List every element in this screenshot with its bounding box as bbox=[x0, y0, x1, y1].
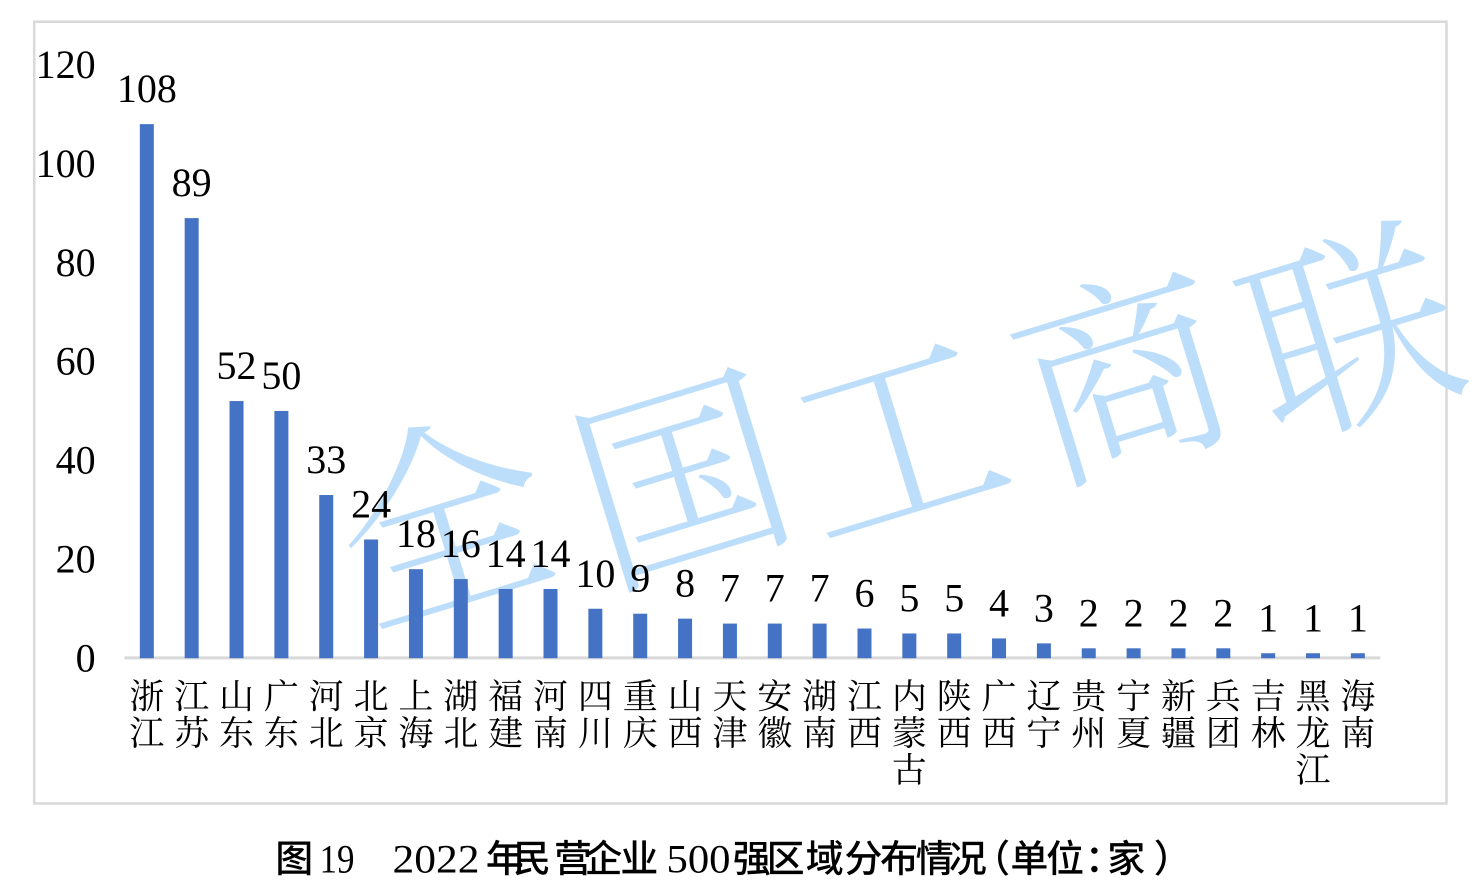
svg-text:2022: 2022 bbox=[393, 837, 480, 882]
svg-text:2: 2 bbox=[1079, 590, 1099, 635]
svg-text:7: 7 bbox=[720, 566, 740, 611]
svg-text:18: 18 bbox=[396, 511, 436, 556]
svg-text:19: 19 bbox=[320, 837, 355, 882]
svg-text:89: 89 bbox=[172, 160, 212, 205]
svg-text:1: 1 bbox=[1348, 595, 1368, 640]
svg-text:7: 7 bbox=[810, 566, 830, 611]
svg-text:2: 2 bbox=[1124, 590, 1144, 635]
svg-text:50: 50 bbox=[261, 353, 301, 398]
svg-text:500: 500 bbox=[667, 837, 731, 882]
svg-text:16: 16 bbox=[441, 521, 481, 566]
svg-text:52: 52 bbox=[217, 343, 257, 388]
svg-text:9: 9 bbox=[630, 556, 650, 601]
svg-text:2: 2 bbox=[1168, 590, 1188, 635]
svg-text:8: 8 bbox=[675, 561, 695, 606]
svg-text:40: 40 bbox=[56, 438, 96, 483]
svg-text:1: 1 bbox=[1258, 595, 1278, 640]
svg-text:3: 3 bbox=[1034, 585, 1054, 630]
svg-text:6: 6 bbox=[854, 571, 874, 616]
svg-text:0: 0 bbox=[76, 635, 96, 680]
svg-text:7: 7 bbox=[765, 566, 785, 611]
svg-text:10: 10 bbox=[575, 551, 615, 596]
svg-text:24: 24 bbox=[351, 482, 391, 527]
svg-text:5: 5 bbox=[899, 575, 919, 620]
svg-text:120: 120 bbox=[36, 42, 96, 87]
svg-text:14: 14 bbox=[486, 531, 526, 576]
svg-text:108: 108 bbox=[117, 66, 177, 111]
svg-text:80: 80 bbox=[56, 240, 96, 285]
svg-text:5: 5 bbox=[944, 575, 964, 620]
svg-text:33: 33 bbox=[306, 437, 346, 482]
svg-text:20: 20 bbox=[56, 537, 96, 582]
svg-text:2: 2 bbox=[1213, 590, 1233, 635]
svg-text:1: 1 bbox=[1303, 595, 1323, 640]
svg-text:100: 100 bbox=[36, 141, 96, 186]
svg-text:4: 4 bbox=[989, 580, 1009, 625]
svg-text:14: 14 bbox=[531, 531, 571, 576]
svg-text:60: 60 bbox=[56, 339, 96, 384]
